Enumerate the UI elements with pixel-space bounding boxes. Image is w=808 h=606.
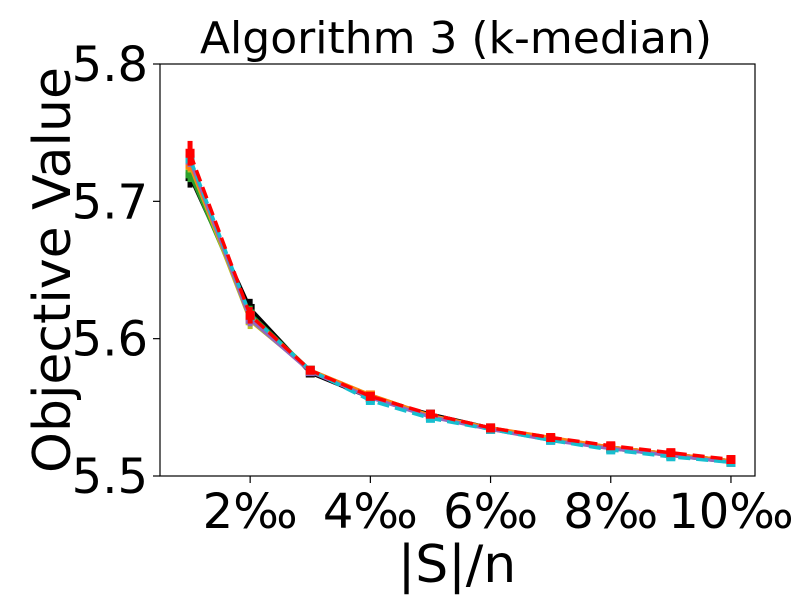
y-tick-label: 5.8 (72, 37, 148, 93)
plot-area (185, 140, 736, 467)
x-tick-label: 10‰ (668, 484, 793, 540)
data-point (245, 310, 255, 320)
data-point (726, 455, 736, 465)
data-point (666, 448, 676, 458)
data-point (305, 365, 315, 375)
y-tick-label: 5.5 (72, 449, 148, 505)
x-tick-label: 4‰ (323, 484, 418, 540)
x-axis-label: |S|/n (398, 535, 517, 595)
data-point (185, 169, 195, 179)
data-point (185, 148, 195, 158)
y-axis-label: Objective Value (23, 67, 83, 473)
data-point (425, 409, 435, 419)
data-point (486, 423, 496, 433)
data-point (606, 441, 616, 451)
chart-title: Algorithm 3 (k-median) (200, 13, 712, 64)
series-line (188, 175, 732, 463)
y-tick-label: 5.7 (72, 174, 148, 230)
series-3 (185, 157, 736, 466)
data-point (546, 433, 556, 443)
y-tick-label: 5.6 (72, 312, 148, 368)
series-line (188, 173, 732, 465)
series-line (188, 152, 732, 462)
data-point (365, 391, 375, 401)
plot-frame (159, 63, 756, 477)
series-line (188, 159, 732, 465)
x-tick-label: 6‰ (443, 484, 538, 540)
series-6 (185, 140, 736, 465)
series-line (188, 163, 732, 463)
series-line (188, 158, 732, 465)
x-tick-label: 8‰ (563, 484, 658, 540)
y-axis: 5.5 5.6 5.7 5.8 (72, 37, 160, 505)
x-tick-label: 2‰ (203, 484, 298, 540)
series-line (188, 164, 732, 463)
x-axis: 2‰ 4‰ 6‰ 8‰ 10‰ (203, 476, 794, 540)
